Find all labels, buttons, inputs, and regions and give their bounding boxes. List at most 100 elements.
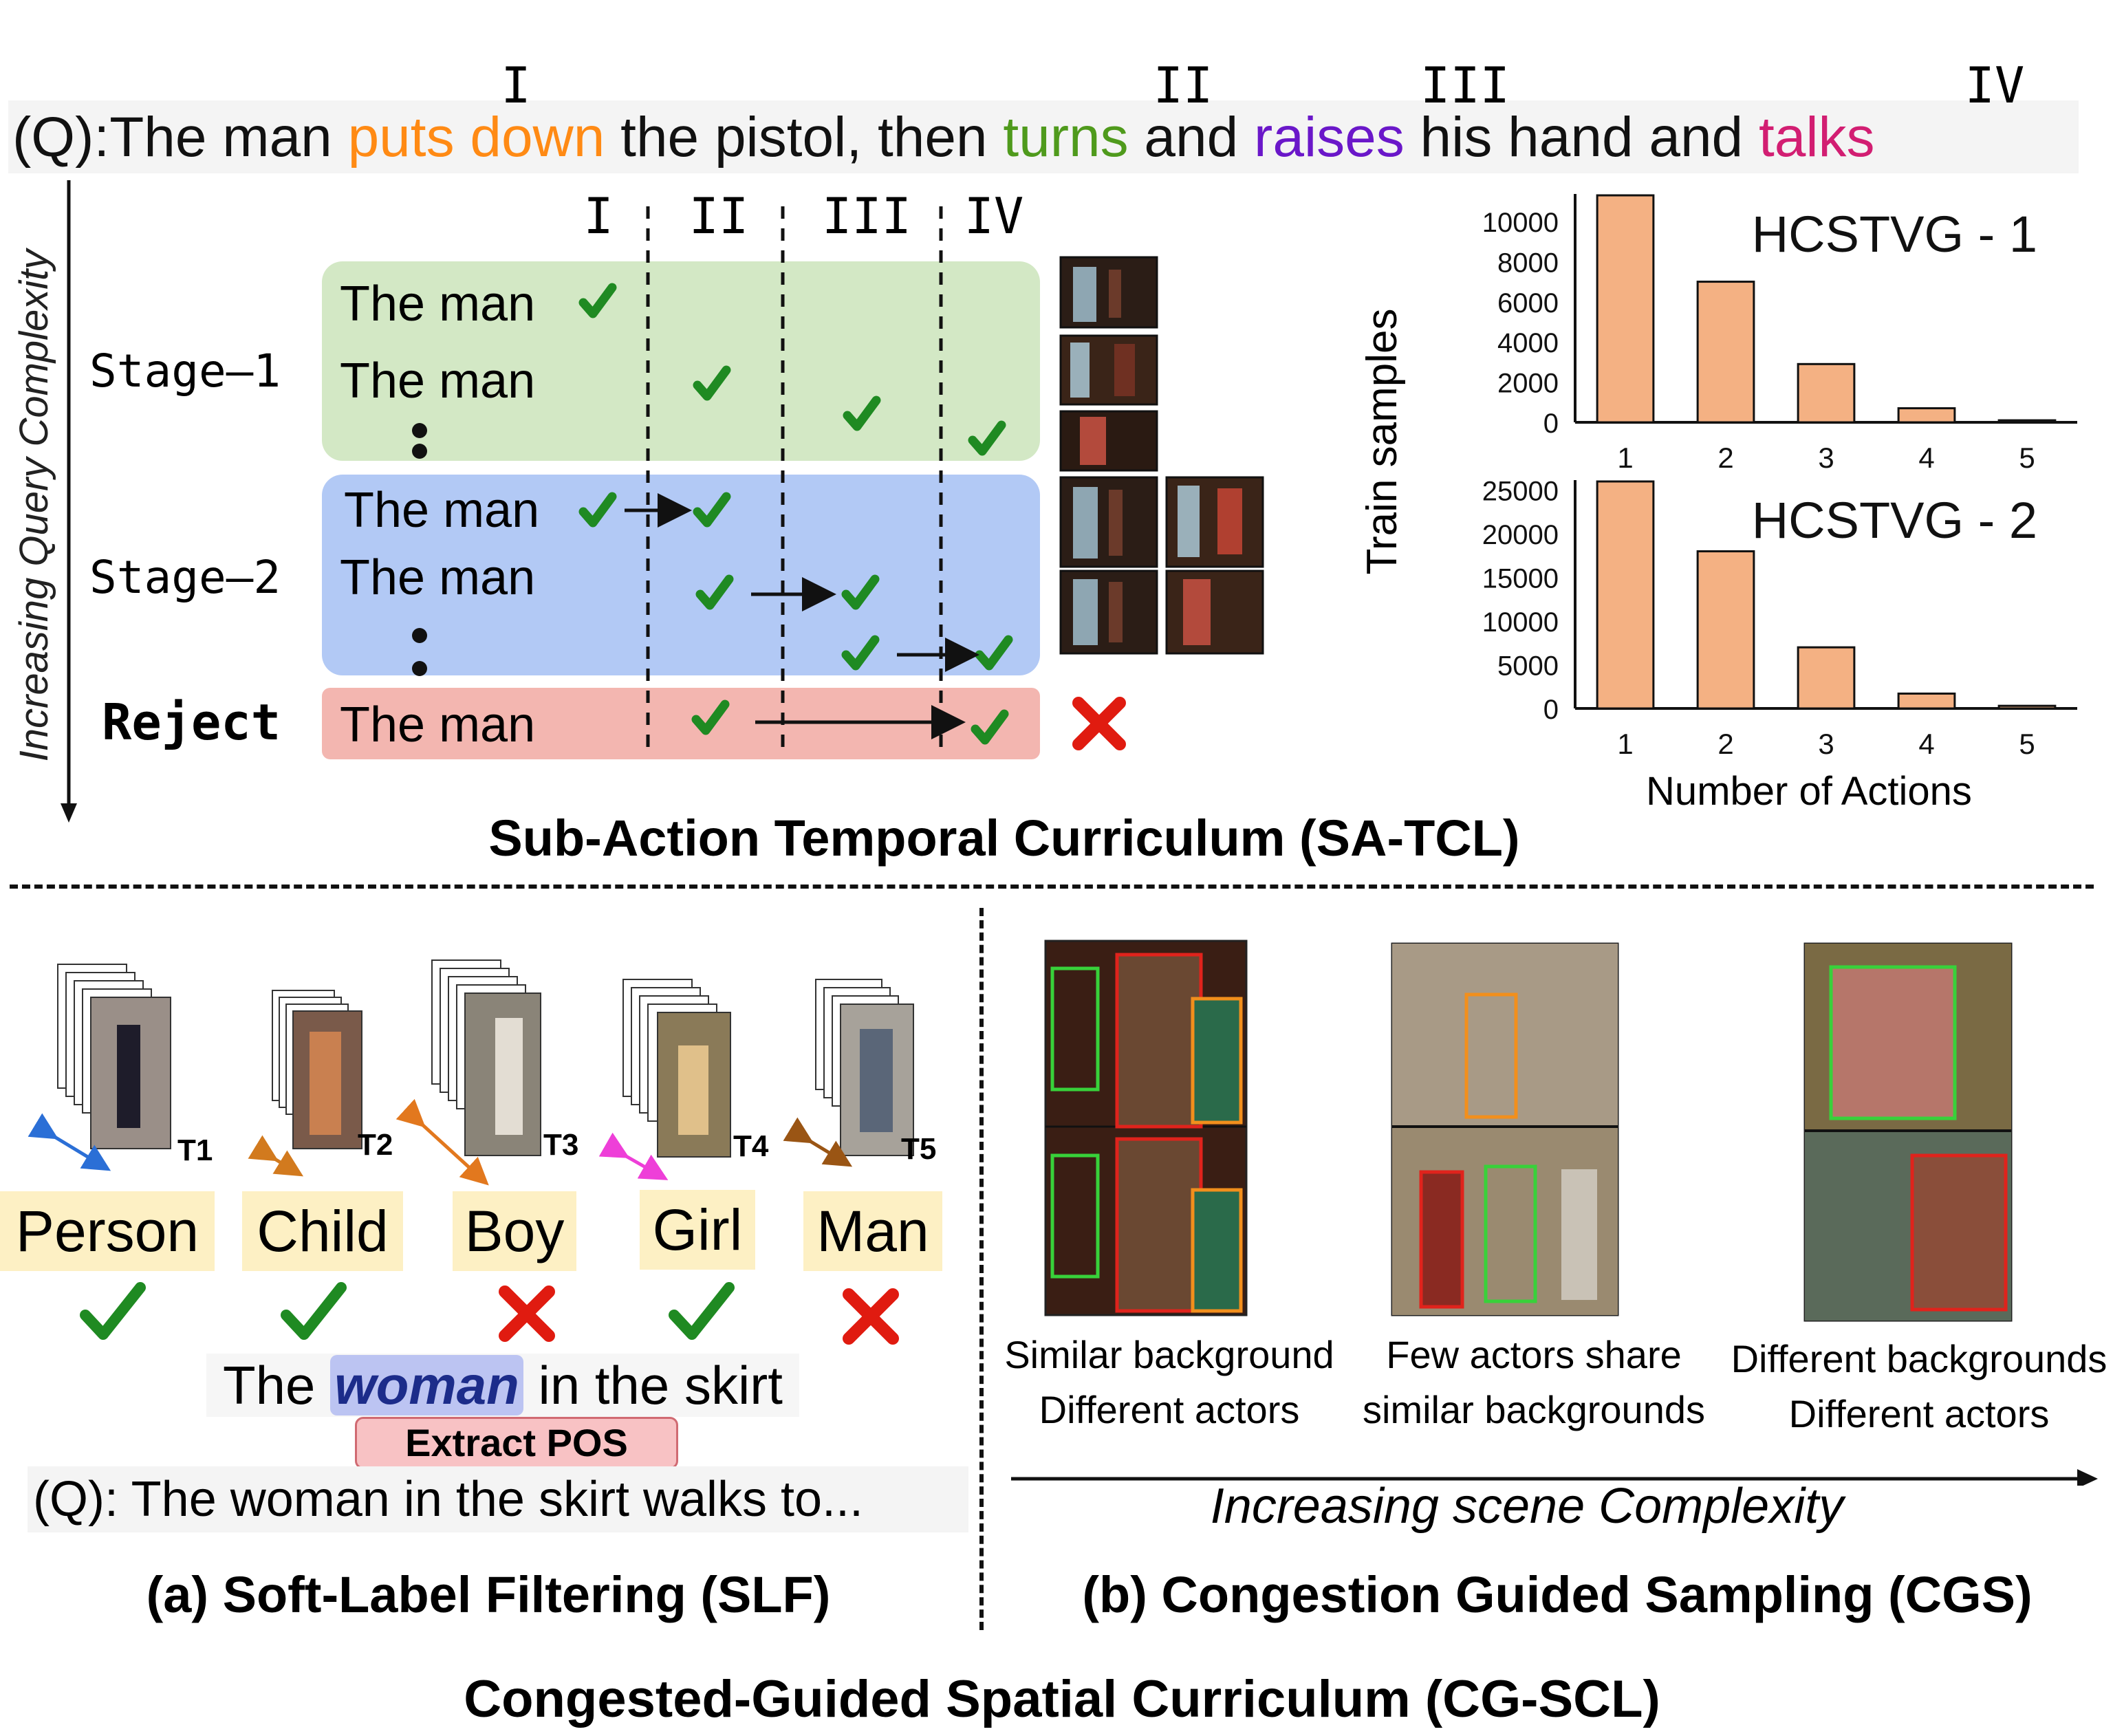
track-stack-4 — [598, 979, 731, 1180]
check-icon — [578, 492, 617, 528]
check-icon — [843, 395, 881, 431]
bar — [1696, 281, 1755, 424]
subsection-divider — [979, 908, 984, 1630]
x-tick-label: 5 — [2019, 728, 2035, 760]
y-tick-label: 8000 — [1497, 248, 1559, 278]
y-tick-label: 10000 — [1482, 208, 1559, 238]
scene-similar-background — [1044, 940, 1248, 1316]
query-sentence: (Q):The man puts down the pistol, then t… — [12, 103, 1875, 172]
charts-ylabel: Train samples — [1358, 308, 1406, 575]
cgs-caption-3-line-1: Different backgrounds — [1731, 1337, 2107, 1380]
slf-sentence: The woman in the skirt — [206, 1354, 799, 1417]
stage1-thumbnails — [1059, 256, 1158, 472]
x-tick-label: 5 — [2019, 442, 2035, 474]
stage2-row-1-text: The man — [344, 483, 540, 538]
query-marker-2: II — [1153, 56, 1213, 114]
x-tick-label: 1 — [1617, 728, 1633, 760]
query-segment: the pistol, then — [605, 106, 1004, 169]
chart-title: HCSTVG - 1 — [1752, 206, 2037, 263]
extract-pos-label: Extract POS — [355, 1417, 678, 1469]
column-header-2: II — [689, 187, 749, 245]
cgs-caption-1-line-1: Similar background — [1004, 1333, 1334, 1376]
y-tick-label: 0 — [1543, 409, 1559, 439]
sentence-highlight: woman — [330, 1355, 523, 1415]
bar — [1596, 480, 1655, 710]
query-prefix: (Q): — [12, 106, 110, 169]
cgs-caption-3-line-2: Different actors — [1788, 1392, 2050, 1435]
stage2-thumbnails — [1059, 476, 1264, 655]
bar — [1897, 407, 1956, 424]
sa-tcl-graphics — [412, 206, 1264, 757]
y-tick-label: 5000 — [1497, 651, 1559, 682]
y-tick-label: 4000 — [1497, 328, 1559, 358]
x-tick-label: 4 — [1918, 442, 1934, 474]
ellipsis-dot — [412, 423, 427, 438]
y-tick-label: 10000 — [1482, 607, 1559, 638]
x-tick-label: 2 — [1717, 442, 1733, 474]
check-icon — [695, 574, 734, 610]
query-action-2: turns — [1003, 106, 1129, 169]
cgs-caption-2-line-1: Few actors share — [1386, 1333, 1682, 1376]
track-id-2: T2 — [358, 1128, 393, 1162]
cgs-caption-3: Different backgrounds Different actors — [1720, 1332, 2118, 1442]
bar — [1797, 646, 1856, 710]
track-stack-3 — [395, 959, 541, 1186]
column-header-4: IV — [964, 187, 1024, 245]
query-segment: his hand and — [1404, 106, 1759, 169]
check-icon — [691, 699, 730, 735]
check-icon — [841, 635, 880, 671]
cgs-title: (b) Congestion Guided Sampling (CGS) — [1082, 1566, 2033, 1623]
stage1-row-2-text: The man — [340, 354, 536, 409]
cgs-caption-1: Similar background Different actors — [984, 1327, 1355, 1437]
x-tick-label: 2 — [1717, 728, 1733, 760]
query-band — [8, 100, 2079, 173]
query-segment: and — [1128, 106, 1255, 169]
query-action-3: raises — [1254, 106, 1405, 169]
check-icon — [693, 492, 731, 528]
bar — [1596, 194, 1655, 424]
y-tick-label: 6000 — [1497, 288, 1559, 318]
stage1-box — [322, 261, 1040, 461]
track-stack-2 — [248, 990, 362, 1177]
y-tick-label: 2000 — [1497, 369, 1559, 399]
check-icon — [281, 1282, 347, 1340]
query-marker-1: I — [501, 56, 531, 114]
slf-graphics — [28, 959, 914, 1345]
ellipsis-dot — [412, 661, 427, 676]
check-icon — [975, 635, 1013, 671]
bar — [1797, 362, 1856, 424]
bar — [1997, 704, 2057, 710]
track-id-3: T3 — [543, 1128, 579, 1162]
bar-charts: 0 2000 4000 6000 8000 10000 1 2 3 4 5 HCSTVG - 1 0 50… — [1482, 194, 2077, 760]
query-segment: The man — [109, 106, 348, 169]
x-tick-label: 3 — [1818, 728, 1834, 760]
track-stack-5 — [783, 979, 914, 1167]
soft-label-1: Person — [0, 1191, 215, 1271]
x-tick-label: 1 — [1617, 442, 1633, 474]
soft-label-5: Man — [803, 1191, 942, 1271]
soft-label-2: Child — [242, 1191, 403, 1271]
track-id-5: T5 — [901, 1132, 937, 1166]
sa-tcl-title: Sub-Action Temporal Curriculum (SA-TCL) — [488, 810, 1520, 867]
section-divider — [10, 885, 2094, 889]
query-action-1: puts down — [347, 106, 605, 169]
y-tick-label: 25000 — [1482, 477, 1559, 507]
query-action-4: talks — [1758, 106, 1875, 169]
slf-title: (a) Soft-Label Filtering (SLF) — [146, 1566, 831, 1623]
scene-different-backgrounds — [1803, 942, 2013, 1322]
sentence-after: in the skirt — [523, 1355, 783, 1415]
query-complexity-arrow — [61, 180, 77, 823]
query-marker-4: IV — [1964, 56, 2025, 114]
x-tick-label: 3 — [1818, 442, 1834, 474]
x-tick-label: 4 — [1918, 728, 1934, 760]
sentence-before: The — [223, 1355, 331, 1415]
bar — [1997, 419, 2057, 424]
column-header-1: I — [583, 187, 614, 245]
scene-shared-background — [1391, 942, 1619, 1316]
track-id-1: T1 — [177, 1133, 213, 1167]
cgs-axis-label: Increasing scene Complexity — [1210, 1479, 1844, 1534]
reject-row-text: The man — [340, 697, 536, 752]
check-icon — [971, 709, 1009, 745]
check-icon — [80, 1282, 146, 1340]
ellipsis-dot — [412, 444, 427, 459]
